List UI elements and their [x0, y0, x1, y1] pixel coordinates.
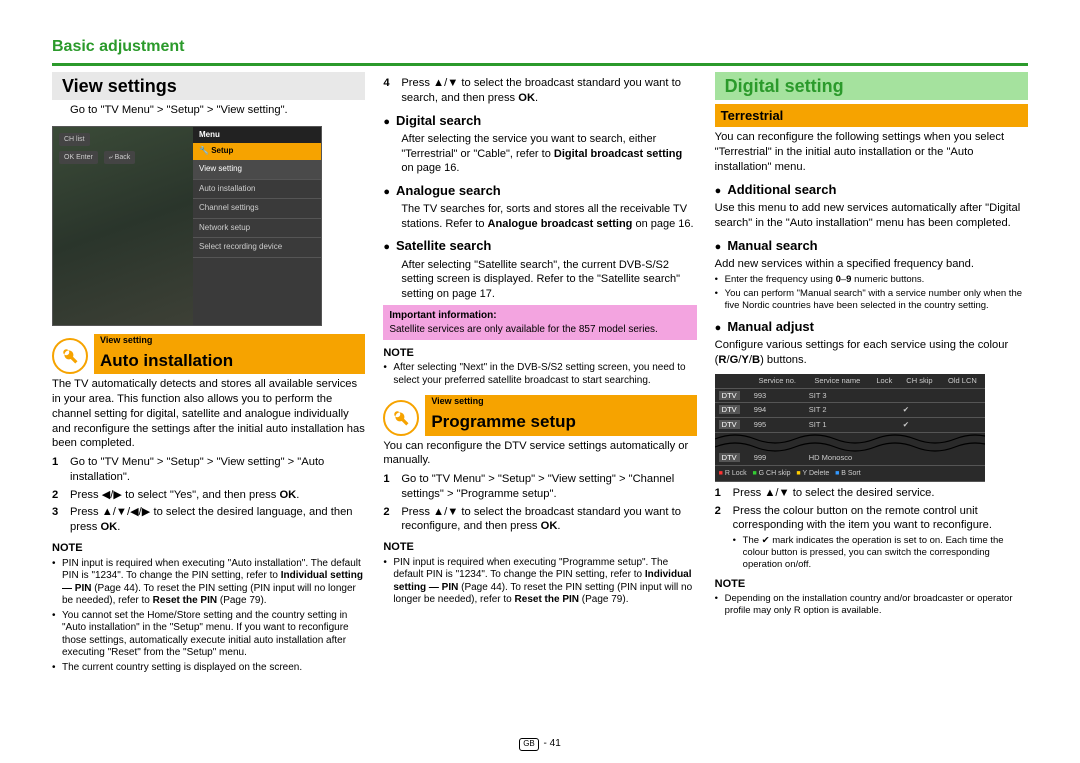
back-hint: ⤶ Back	[104, 151, 135, 164]
lang-badge: GB	[519, 738, 539, 751]
intro-path: Go to "TV Menu" > "Setup" > "View settin…	[52, 103, 365, 118]
menu-row-4: Select recording device	[193, 238, 321, 258]
menu-row-1: Auto installation	[193, 180, 321, 200]
important-info-h: Important information:	[389, 310, 496, 321]
post-steps: 1Press ▲/▼ to select the desired service…	[715, 486, 1028, 533]
digital-search-desc: After selecting the service you want to …	[383, 132, 696, 176]
h-digital-setting: Digital setting	[715, 72, 1028, 100]
terr-intro: You can reconfigure the following settin…	[715, 130, 1028, 174]
step-1: Go to "TV Menu" > "Setup" > "View settin…	[70, 455, 365, 485]
menu-label: Menu	[193, 127, 321, 144]
table-row: DTV994SIT 2✔	[715, 403, 985, 418]
page-footer: GB - 41	[0, 737, 1080, 751]
auto-install-desc: The TV automatically detects and stores …	[52, 377, 365, 451]
page-number: 41	[550, 738, 561, 749]
wrench-icon	[383, 400, 419, 436]
step-3: Press ▲/▼/◀/▶ to select the desired lang…	[70, 505, 365, 535]
table-row: DTV993SIT 3	[715, 388, 985, 403]
ms-bul-2: You can perform "Manual search" with a s…	[715, 288, 1028, 312]
step-2: Press ◀/▶ to select "Yes", and then pres…	[70, 488, 299, 503]
banner-auto-install: View setting Auto installation	[52, 334, 365, 374]
note-heading-2b: NOTE	[383, 540, 696, 555]
post-step-2: Press the colour button on the remote co…	[733, 504, 1028, 534]
col2-step4: 4Press ▲/▼ to select the broadcast stand…	[383, 76, 696, 106]
note-heading-2a: NOTE	[383, 346, 696, 361]
h-digital-search: Digital search	[383, 112, 696, 130]
step-4: Press ▲/▼ to select the broadcast standa…	[401, 76, 696, 106]
table-footer: ■ R Lock ■ G CH skip ■ Y Delete ■ B Sort	[715, 465, 985, 481]
note-2b-item: PIN input is required when executing "Pr…	[383, 557, 696, 607]
h-additional-search: Additional search	[715, 181, 1028, 199]
menu-row-2: Channel settings	[193, 199, 321, 219]
page-category: Basic adjustment	[52, 36, 1028, 57]
analogue-search-desc: The TV searches for, sorts and stores al…	[383, 202, 696, 231]
manual-adjust-desc: Configure various settings for each serv…	[715, 338, 1028, 368]
h-satellite-search: Satellite search	[383, 237, 696, 255]
service-table: Service no.Service name LockCH skipOld L…	[715, 374, 985, 482]
banner-title: Auto installation	[94, 348, 365, 374]
col1-notes: PIN input is required when executing "Au…	[52, 558, 365, 675]
manual-search-bullets: Enter the frequency using 0–9 numeric bu…	[715, 274, 1028, 312]
screenshot-menu: Menu 🔧 Setup View setting Auto installat…	[193, 127, 321, 325]
col3-note: Depending on the installation country an…	[715, 593, 1028, 617]
table-header: Service no.Service name LockCH skipOld L…	[715, 374, 985, 388]
note-1a: PIN input is required when executing "Au…	[52, 558, 365, 608]
enter-hint: OK Enter	[59, 151, 98, 164]
screenshot-photo: CH list OK Enter ⤶ Back	[53, 127, 193, 325]
note-2a-item: After selecting "Next" in the DVB-S/S2 s…	[383, 362, 696, 387]
prog-steps: 1Go to "TV Menu" > "Setup" > "View setti…	[383, 472, 696, 534]
col-2: 4Press ▲/▼ to select the broadcast stand…	[383, 72, 696, 674]
columns: View settings Go to "TV Menu" > "Setup" …	[52, 72, 1028, 674]
menu-row-0: View setting	[193, 160, 321, 180]
screenshot-topbar: CH list	[59, 133, 187, 146]
prog-step-1: Go to "TV Menu" > "Setup" > "View settin…	[401, 472, 696, 502]
banner2-crumb: View setting	[425, 395, 696, 409]
col-1: View settings Go to "TV Menu" > "Setup" …	[52, 72, 365, 674]
post-step-1: Press ▲/▼ to select the desired service.	[733, 486, 935, 501]
post-sub-bullet: The ✔ mark indicates the operation is se…	[715, 535, 1028, 571]
auto-install-steps: 1Go to "TV Menu" > "Setup" > "View setti…	[52, 455, 365, 535]
note-1b: You cannot set the Home/Store setting an…	[52, 610, 365, 660]
h-manual-adjust: Manual adjust	[715, 318, 1028, 336]
ms-bul-1: Enter the frequency using 0–9 numeric bu…	[715, 274, 1028, 286]
post-bul: The ✔ mark indicates the operation is se…	[733, 535, 1028, 571]
note-3-item: Depending on the installation country an…	[715, 593, 1028, 617]
col2-note-a: After selecting "Next" in the DVB-S/S2 s…	[383, 362, 696, 387]
additional-search-desc: Use this menu to add new services automa…	[715, 201, 1028, 231]
ch-list-chip: CH list	[59, 133, 90, 146]
divider	[52, 63, 1028, 66]
note-heading-1: NOTE	[52, 541, 365, 556]
banner-programme-setup: View setting Programme setup	[383, 395, 696, 435]
col2-note-b: PIN input is required when executing "Pr…	[383, 557, 696, 607]
banner2-title: Programme setup	[425, 409, 696, 435]
h-view-settings: View settings	[52, 72, 365, 100]
note-1c: The current country setting is displayed…	[52, 662, 365, 675]
banner-crumb: View setting	[94, 334, 365, 348]
important-info-p: Satellite services are only available fo…	[389, 324, 657, 335]
menu-row-3: Network setup	[193, 219, 321, 239]
prog-step-2: Press ▲/▼ to select the broadcast standa…	[401, 505, 696, 535]
wrench-icon	[52, 338, 88, 374]
satellite-search-desc: After selecting "Satellite search", the …	[383, 258, 696, 302]
h-manual-search: Manual search	[715, 237, 1028, 255]
screenshot-hints: OK Enter ⤶ Back	[59, 151, 135, 164]
h-analogue-search: Analogue search	[383, 182, 696, 200]
note-heading-3: NOTE	[715, 577, 1028, 592]
prog-intro: You can reconfigure the DTV service sett…	[383, 439, 696, 469]
setup-label: 🔧 Setup	[193, 143, 321, 160]
important-info-box: Important information: Satellite service…	[383, 305, 696, 339]
col-3: Digital setting Terrestrial You can reco…	[715, 72, 1028, 674]
manual-search-desc: Add new services within a specified freq…	[715, 257, 1028, 272]
sub-terrestrial: Terrestrial	[715, 104, 1028, 127]
tv-screenshot: CH list OK Enter ⤶ Back Menu 🔧 Setup Vie…	[52, 126, 322, 326]
